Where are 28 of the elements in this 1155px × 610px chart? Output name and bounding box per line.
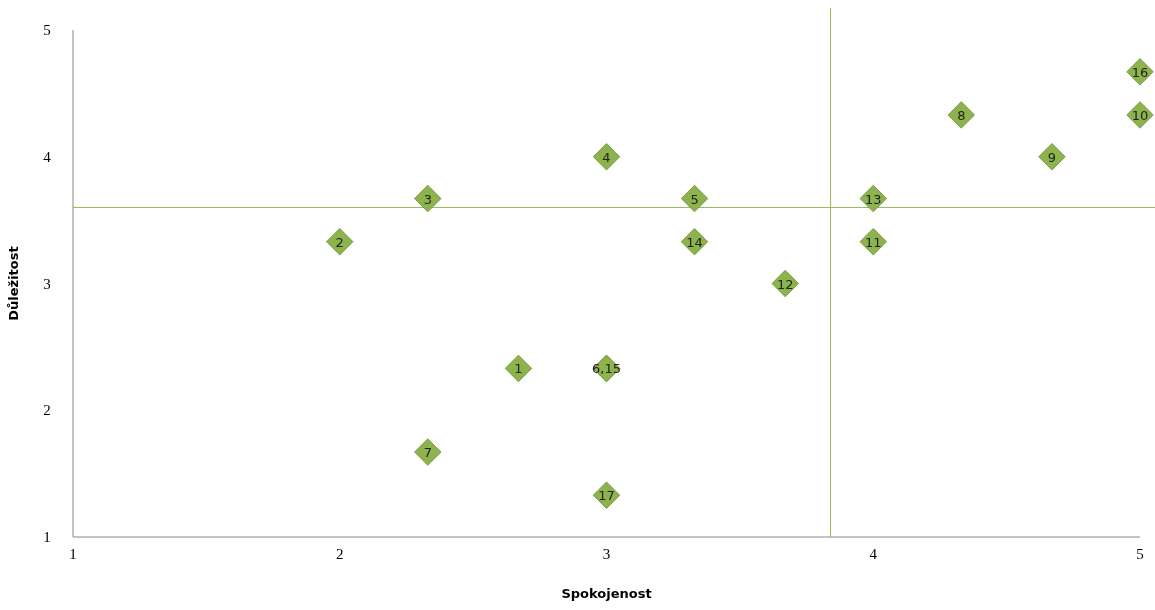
y-axis-title: Důležitost (6, 246, 21, 321)
x-tick-label: 4 (869, 546, 878, 562)
y-tick-label: 1 (43, 529, 51, 545)
y-tick-label: 2 (43, 402, 51, 419)
annotation: 17 (598, 488, 615, 504)
x-axis-title: Spokojenost (561, 586, 652, 601)
x-tick-label: 5 (1136, 546, 1144, 562)
annotation: 10 (1131, 107, 1149, 123)
annotation: 5 (690, 191, 699, 207)
y-tick-label: 4 (43, 148, 52, 165)
annotation: 12 (776, 276, 794, 292)
annotation: 16 (1131, 64, 1149, 80)
x-tick-label: 1 (69, 546, 77, 562)
annotation: 7 (423, 445, 432, 461)
y-tick-label: 5 (43, 22, 51, 38)
annotation: 4 (602, 149, 611, 165)
x-tick-label: 3 (602, 546, 611, 562)
annotation: 9 (1047, 149, 1057, 165)
annotation: 14 (686, 234, 703, 250)
annotation: 11 (864, 234, 882, 250)
annotation: 3 (423, 191, 432, 207)
annotation: 8 (957, 107, 966, 123)
x-tick-label: 2 (336, 546, 344, 562)
annotation: 6,15 (592, 361, 621, 377)
annotation: 13 (864, 191, 882, 207)
annotation: 2 (335, 234, 344, 250)
annotation: 1 (514, 361, 523, 377)
y-tick-label: 3 (43, 275, 51, 292)
